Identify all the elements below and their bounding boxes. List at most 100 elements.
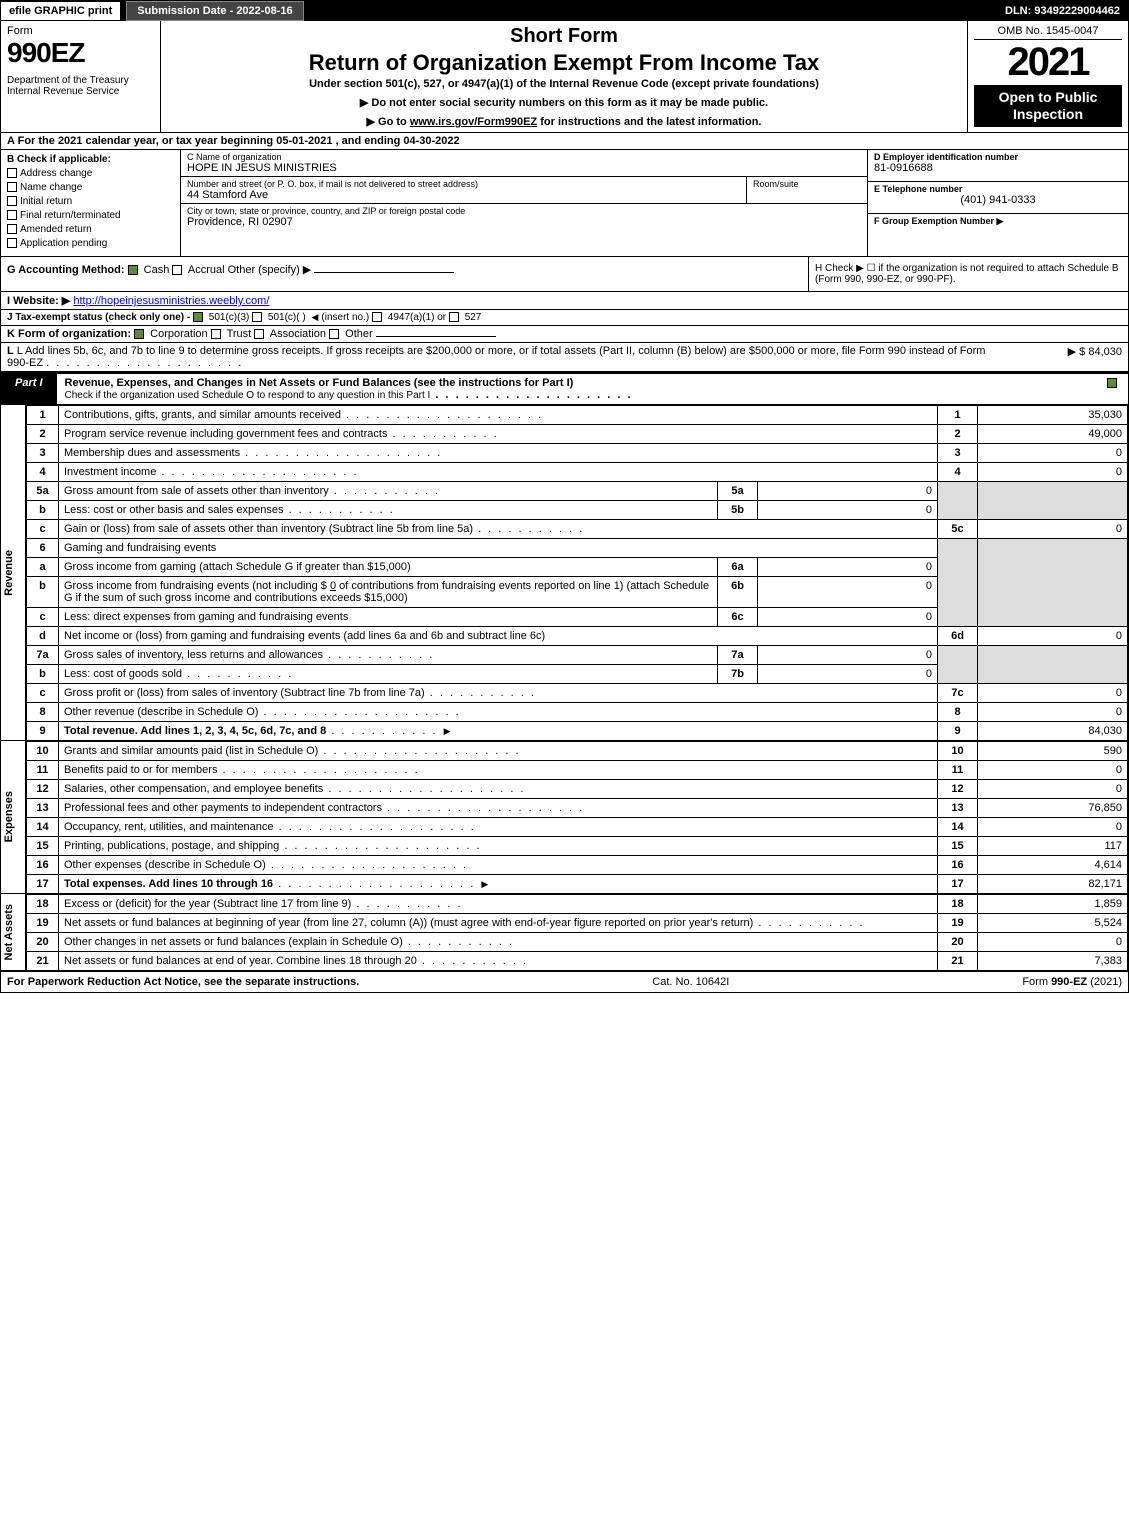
- line-13-desc: Professional fees and other payments to …: [64, 802, 382, 814]
- group-exemption-label: F Group Exemption Number ▶: [874, 216, 1122, 227]
- line-11-no: 11: [27, 761, 59, 780]
- line-7a-subval: 0: [758, 646, 938, 665]
- website-link[interactable]: http://hopeinjesusministries.weebly.com/: [73, 295, 269, 307]
- other-org-input[interactable]: [376, 336, 496, 337]
- street-value: 44 Stamford Ave: [187, 189, 740, 201]
- line-7a-sub: 7a: [718, 646, 758, 665]
- checkbox-initial-return[interactable]: [7, 196, 17, 206]
- other-specify-input[interactable]: [314, 272, 454, 273]
- line-19-no: 19: [27, 914, 59, 933]
- line-20-num: 20: [938, 933, 978, 952]
- line-7a-no: 7a: [27, 646, 59, 665]
- footer-form-post: (2021): [1087, 976, 1122, 988]
- checkbox-527[interactable]: [449, 312, 459, 322]
- section-b-label: B: [7, 154, 14, 165]
- cb-label-1: Name change: [20, 182, 82, 193]
- footer-right: Form 990-EZ (2021): [1022, 976, 1122, 988]
- line-21-desc: Net assets or fund balances at end of ye…: [64, 955, 417, 967]
- instructions-link[interactable]: www.irs.gov/Form990EZ: [410, 116, 537, 128]
- page-footer: For Paperwork Reduction Act Notice, see …: [1, 971, 1128, 992]
- gross-receipts-amount: ▶ $ 84,030: [1002, 345, 1122, 369]
- checkbox-association[interactable]: [254, 329, 264, 339]
- insert-no-label: (insert no.): [321, 312, 369, 323]
- checkbox-accrual[interactable]: [172, 265, 182, 275]
- line-3-val: 0: [978, 444, 1128, 463]
- line-7c-no: c: [27, 684, 59, 703]
- checkbox-application-pending[interactable]: [7, 238, 17, 248]
- line-6d-no: d: [27, 627, 59, 646]
- line-15-num: 15: [938, 837, 978, 856]
- line-17-no: 17: [27, 875, 59, 894]
- line-21-no: 21: [27, 952, 59, 971]
- cash-label: Cash: [144, 264, 170, 276]
- line-2-desc: Program service revenue including govern…: [64, 428, 387, 440]
- row-g-h: G Accounting Method: Cash Accrual Other …: [1, 257, 1128, 292]
- line-5c-num: 5c: [938, 520, 978, 539]
- opt-501c3: 501(c)(3): [209, 312, 250, 323]
- top-bar: efile GRAPHIC print Submission Date - 20…: [1, 1, 1128, 21]
- line-13-val: 76,850: [978, 799, 1128, 818]
- line-6a-desc: Gross income from gaming (attach Schedul…: [64, 561, 411, 573]
- checkbox-501c3[interactable]: [193, 312, 203, 322]
- line-6-no: 6: [27, 539, 59, 558]
- net-assets-table: 18 Excess or (deficit) for the year (Subt…: [26, 894, 1128, 971]
- checkbox-schedule-o-used[interactable]: [1107, 378, 1117, 388]
- line-5c-val: 0: [978, 520, 1128, 539]
- line-12-no: 12: [27, 780, 59, 799]
- line-10-num: 10: [938, 742, 978, 761]
- line-6b-subval: 0: [758, 577, 938, 608]
- checkbox-cash[interactable]: [128, 265, 138, 275]
- form-990ez: efile GRAPHIC print Submission Date - 20…: [0, 0, 1129, 993]
- revenue-section: Revenue 1Contributions, gifts, grants, a…: [1, 405, 1128, 741]
- line-10-desc: Grants and similar amounts paid (list in…: [64, 745, 318, 757]
- line-6d-desc: Net income or (loss) from gaming and fun…: [64, 630, 545, 642]
- cb-label-2: Initial return: [20, 196, 72, 207]
- checkbox-trust[interactable]: [211, 329, 221, 339]
- cb-label-5: Application pending: [20, 238, 107, 249]
- line-21-num: 21: [938, 952, 978, 971]
- other-org-label: Other: [345, 328, 373, 340]
- line-6a-no: a: [27, 558, 59, 577]
- checkbox-address-change[interactable]: [7, 168, 17, 178]
- phone-label: E Telephone number: [874, 184, 1122, 194]
- line-18-num: 18: [938, 895, 978, 914]
- form-number: 990EZ: [7, 37, 154, 69]
- instr2-post: for instructions and the latest informat…: [537, 116, 761, 128]
- line-16-val: 4,614: [978, 856, 1128, 875]
- line-19-num: 19: [938, 914, 978, 933]
- header-right: OMB No. 1545-0047 2021 Open to Public In…: [968, 21, 1128, 132]
- row-k-label: K Form of organization:: [7, 328, 131, 340]
- line-6c-desc: Less: direct expenses from gaming and fu…: [64, 611, 348, 623]
- line-4-val: 0: [978, 463, 1128, 482]
- line-3-no: 3: [27, 444, 59, 463]
- header-center: Short Form Return of Organization Exempt…: [161, 21, 968, 132]
- line-6b-sub: 6b: [718, 577, 758, 608]
- line-11-num: 11: [938, 761, 978, 780]
- row-l: L L Add lines 5b, 6c, and 7b to line 9 t…: [1, 343, 1128, 372]
- line-5b-sub: 5b: [718, 501, 758, 520]
- part-i-title-text: Revenue, Expenses, and Changes in Net As…: [65, 377, 574, 389]
- corp-label: Corporation: [150, 328, 207, 340]
- line-5c-no: c: [27, 520, 59, 539]
- checkbox-amended-return[interactable]: [7, 224, 17, 234]
- line-8-num: 8: [938, 703, 978, 722]
- cb-label-4: Amended return: [20, 224, 92, 235]
- line-6b-no: b: [27, 577, 59, 608]
- ein-value: 81-0916688: [874, 162, 1122, 174]
- line-18-desc: Excess or (deficit) for the year (Subtra…: [64, 898, 351, 910]
- checkbox-corporation[interactable]: [134, 329, 144, 339]
- checkbox-501c[interactable]: [252, 312, 262, 322]
- checkbox-other-org[interactable]: [329, 329, 339, 339]
- checkbox-name-change[interactable]: [7, 182, 17, 192]
- org-name-label: C Name of organization: [187, 152, 861, 162]
- line-5b-desc: Less: cost or other basis and sales expe…: [64, 504, 284, 516]
- efile-print-label[interactable]: efile GRAPHIC print: [1, 2, 122, 20]
- line-4-num: 4: [938, 463, 978, 482]
- line-2-num: 2: [938, 425, 978, 444]
- opt-4947: 4947(a)(1) or: [388, 312, 446, 323]
- checkbox-4947a1[interactable]: [372, 312, 382, 322]
- line-6c-subval: 0: [758, 608, 938, 627]
- form-word: Form: [7, 25, 154, 37]
- checkbox-final-return[interactable]: [7, 210, 17, 220]
- line-19-desc: Net assets or fund balances at beginning…: [64, 917, 753, 929]
